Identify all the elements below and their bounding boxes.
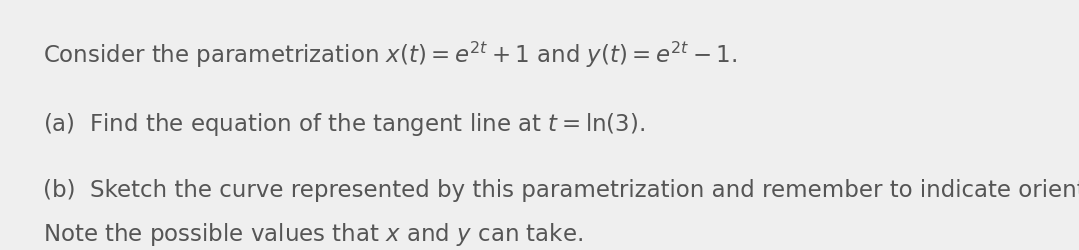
Text: Note the possible values that $x$ and $y$ can take.: Note the possible values that $x$ and $y… (43, 222, 583, 248)
Text: (a)  Find the equation of the tangent line at $t = \ln(3).$: (a) Find the equation of the tangent lin… (43, 112, 645, 138)
Text: (b)  Sketch the curve represented by this parametrization and remember to indica: (b) Sketch the curve represented by this… (43, 178, 1079, 202)
Text: Consider the parametrization $x(t) = e^{2t} + 1$ and $y(t) = e^{2t} - 1.$: Consider the parametrization $x(t) = e^{… (43, 40, 737, 70)
